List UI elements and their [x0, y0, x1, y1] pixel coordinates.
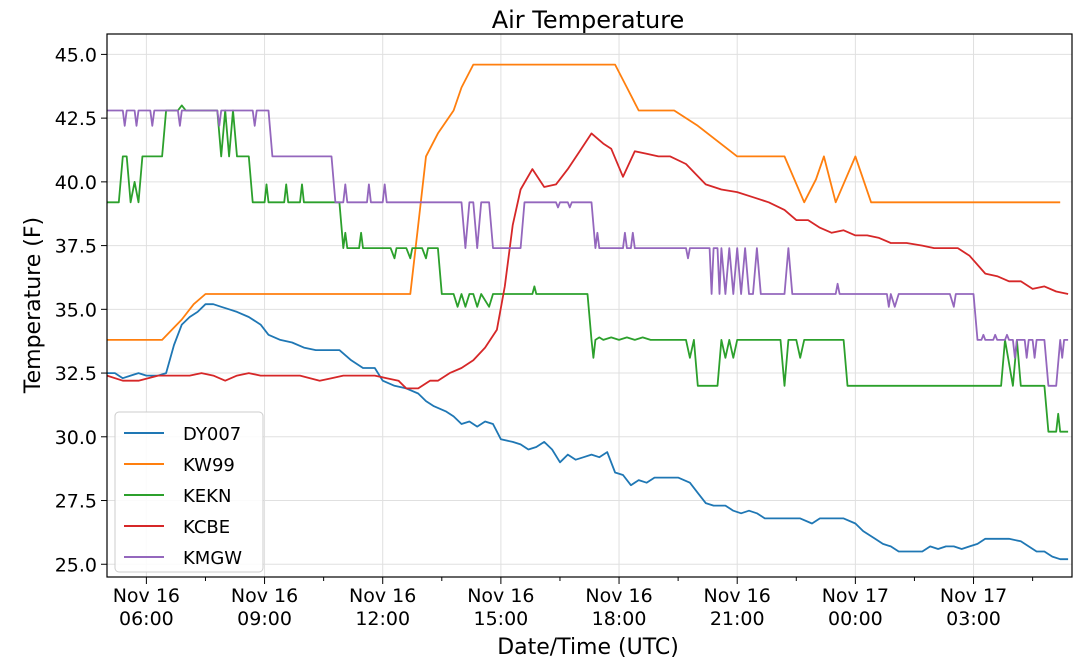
x-tick-label-time: 00:00 [828, 608, 883, 630]
x-tick-label-date: Nov 16 [349, 585, 416, 607]
legend-label-kekn: KEKN [183, 486, 231, 507]
x-tick-label-time: 12:00 [355, 608, 410, 630]
legend: DY007 KW99 KEKN KCBE KMGW [114, 411, 264, 573]
x-axis-title: Date/Time (UTC) [497, 635, 679, 660]
plot-frame [106, 33, 1073, 578]
y-tick-label: 30.0 [55, 427, 97, 449]
series-line-kekn [107, 104, 1069, 433]
x-tick-label-time: 15:00 [473, 608, 528, 630]
y-axis: 25.0 27.5 30.0 32.5 35.0 37.5 40.0 42.5 45.0 [55, 44, 107, 576]
y-tick-label: 37.5 [55, 236, 97, 258]
x-tick-label-time: 06:00 [119, 608, 174, 630]
y-tick-label: 35.0 [55, 299, 97, 321]
x-tick-label-date: Nov 16 [231, 585, 298, 607]
series-lines [106, 63, 1069, 561]
x-tick-label-date: Nov 16 [467, 585, 534, 607]
y-tick-label: 40.0 [55, 172, 97, 194]
legend-label-kmgw: KMGW [183, 548, 242, 569]
legend-box [114, 411, 264, 573]
x-tick-label-date: Nov 17 [940, 585, 1007, 607]
x-tick-label-date: Nov 16 [704, 585, 771, 607]
y-tick-label: 32.5 [55, 363, 97, 385]
series-line-kw99 [107, 63, 1061, 341]
y-tick-label: 42.5 [55, 108, 97, 130]
y-tick-label: 45.0 [55, 44, 97, 66]
x-tick-label-date: Nov 17 [822, 585, 889, 607]
y-axis-title: Temperature (F) [21, 217, 46, 394]
x-tick-label-time: 03:00 [946, 608, 1001, 630]
legend-label-dy007: DY007 [183, 424, 241, 445]
y-tick-label: 25.0 [55, 554, 97, 576]
chart-title: Air Temperature [492, 6, 685, 34]
legend-label-kw99: KW99 [183, 455, 235, 476]
x-tick-label-date: Nov 16 [585, 585, 652, 607]
legend-label-kcbe: KCBE [183, 517, 230, 538]
x-tick-label-time: 09:00 [237, 608, 292, 630]
x-tick-label-time: 21:00 [710, 608, 765, 630]
x-tick-label-date: Nov 16 [113, 585, 180, 607]
y-tick-label: 27.5 [55, 491, 97, 513]
series-line-dy007 [107, 303, 1069, 561]
series-line-kcbe [106, 132, 1069, 390]
x-tick-label-time: 18:00 [592, 608, 647, 630]
series-line-kmgw [107, 109, 1069, 387]
